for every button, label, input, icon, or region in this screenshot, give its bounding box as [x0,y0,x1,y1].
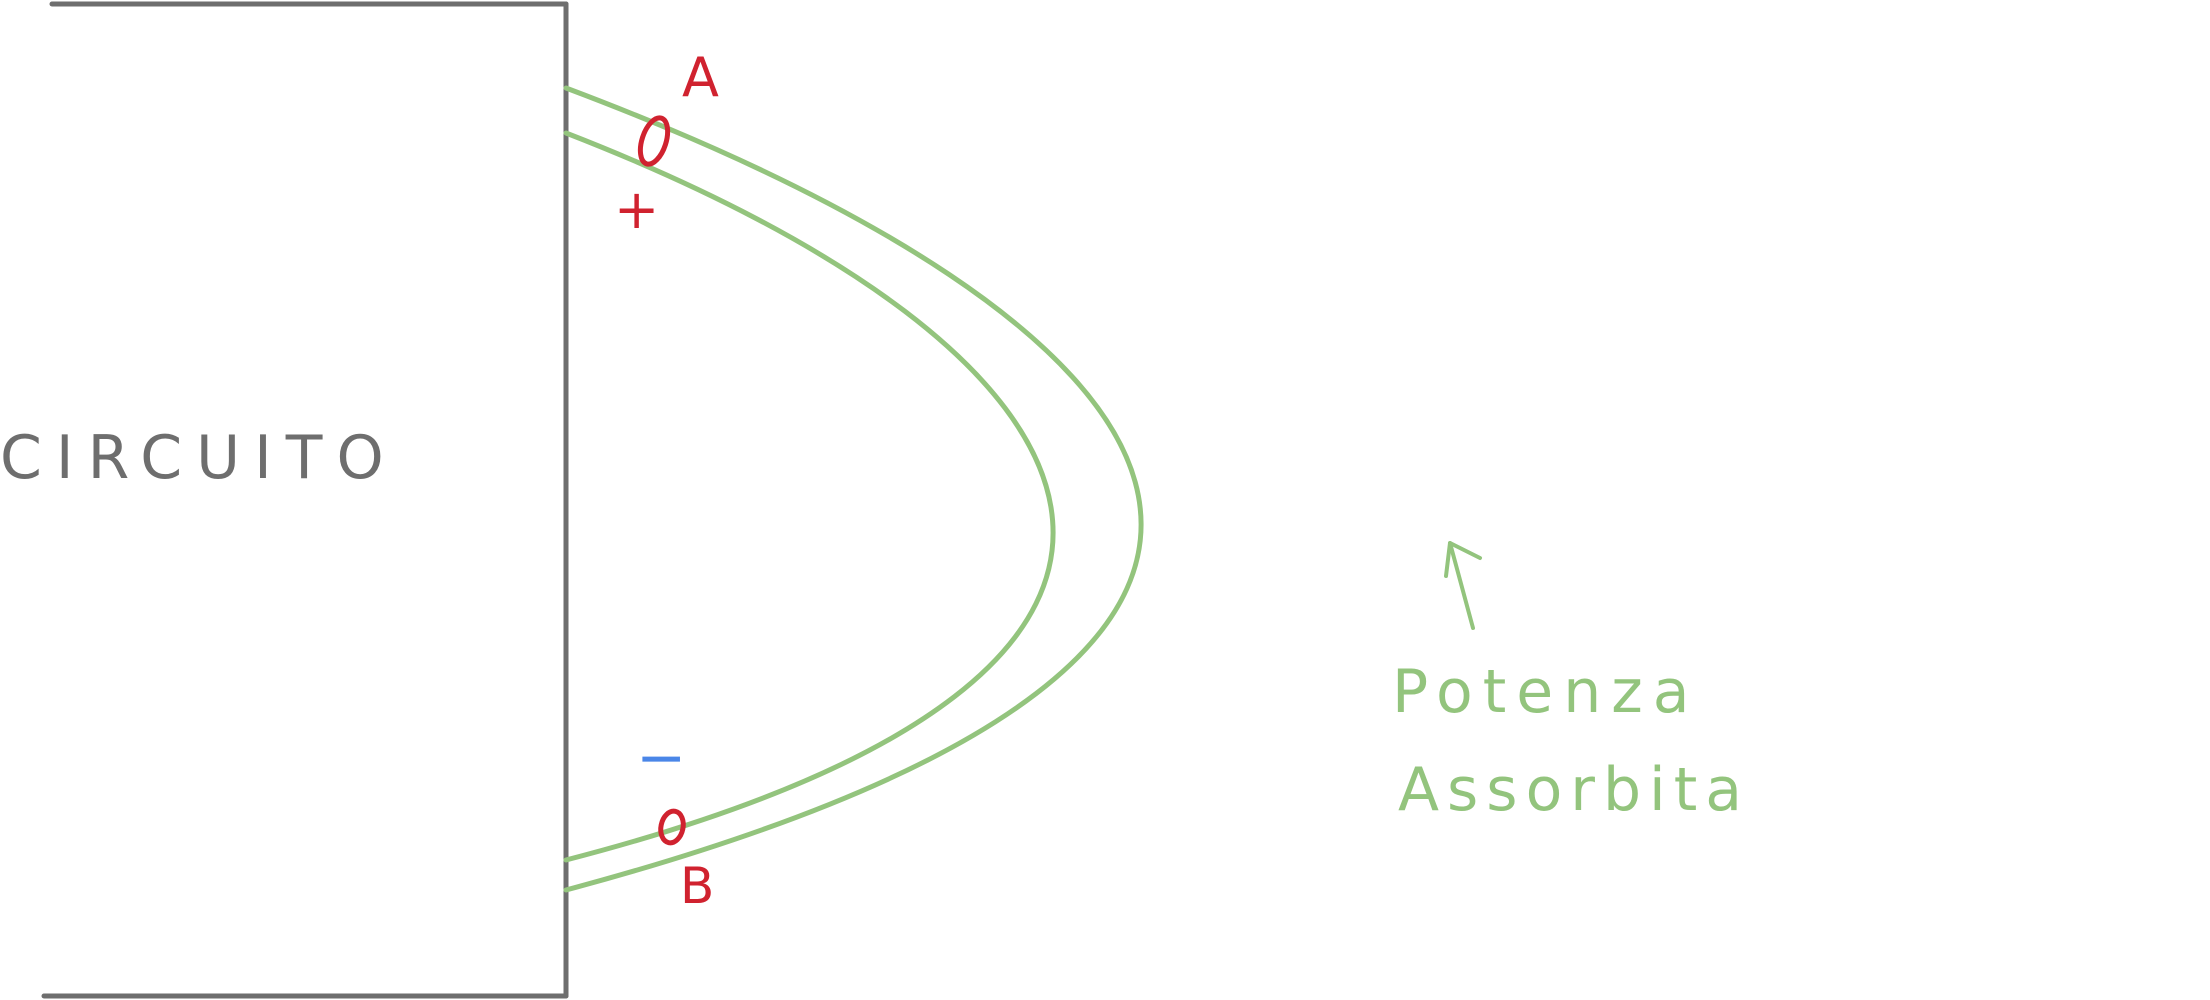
terminal-a-label: A [682,46,719,109]
circuit-box [41,1,569,999]
outer-wire [563,85,1144,893]
note-line-1: Potenza [1392,657,1699,727]
circuit-label: CIRCUITO [0,423,398,493]
minus-sign: − [636,723,686,793]
arrow-icon [1444,541,1482,630]
plus-sign: + [614,178,659,241]
terminal-b-node [658,808,686,846]
inner-wire [563,130,1056,863]
terminal-a-node [637,115,671,167]
wire-loop [563,85,1144,893]
note-line-2: Assorbita [1398,755,1750,825]
terminal-b-label: B [680,857,714,915]
